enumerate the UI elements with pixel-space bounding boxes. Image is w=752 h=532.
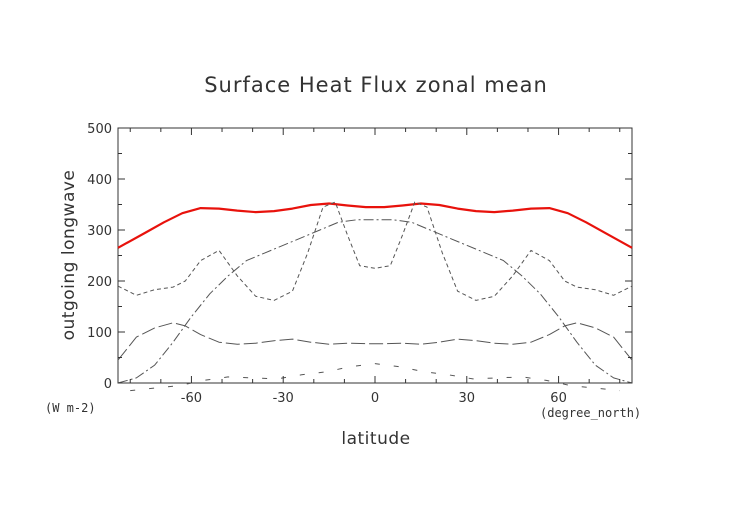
x-tick-label: -30 <box>273 391 294 406</box>
y-tick-label: 400 <box>87 173 112 188</box>
series-line-2-dashed <box>117 201 633 301</box>
chart-title: Surface Heat Flux zonal mean <box>204 73 548 97</box>
x-tick-label: -60 <box>181 391 202 406</box>
series-layer <box>117 201 633 392</box>
y-tick-label: 500 <box>87 122 112 137</box>
plot-frame <box>117 127 633 384</box>
x-tick-label: 0 <box>371 391 379 406</box>
series-line-1-solid <box>117 202 633 249</box>
y-tick-label: 100 <box>87 326 112 341</box>
series-line-5-sparse-dash <box>130 363 620 392</box>
plot-area: -60 -30 0 30 60 0 100 200 300 400 500 <box>87 122 633 406</box>
x-axis-label: latitude <box>341 429 410 449</box>
y-tick-label: 200 <box>87 275 112 290</box>
y-unit-label: (W m-2) <box>45 401 96 415</box>
series-line-3-dashdot <box>117 219 633 384</box>
x-tick-label: 60 <box>550 391 567 406</box>
x-unit-label: (degree_north) <box>540 406 641 420</box>
tick-layer: -60 -30 0 30 60 0 100 200 300 400 500 <box>87 122 632 406</box>
y-axis-label: outgoing longwave <box>59 170 79 341</box>
x-tick-label: 30 <box>459 391 476 406</box>
series-line-4-longdash <box>117 322 633 361</box>
y-tick-label: 300 <box>87 224 112 239</box>
y-tick-label: 0 <box>104 377 112 392</box>
